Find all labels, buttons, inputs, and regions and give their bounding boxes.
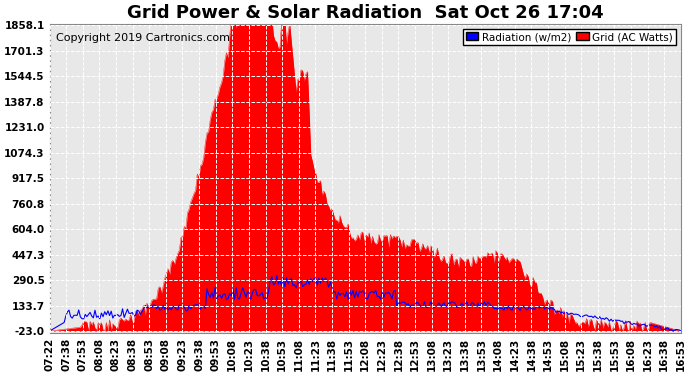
Legend: Radiation (w/m2), Grid (AC Watts): Radiation (w/m2), Grid (AC Watts) xyxy=(463,29,676,45)
Text: Copyright 2019 Cartronics.com: Copyright 2019 Cartronics.com xyxy=(56,33,230,43)
Title: Grid Power & Solar Radiation  Sat Oct 26 17:04: Grid Power & Solar Radiation Sat Oct 26 … xyxy=(127,4,604,22)
